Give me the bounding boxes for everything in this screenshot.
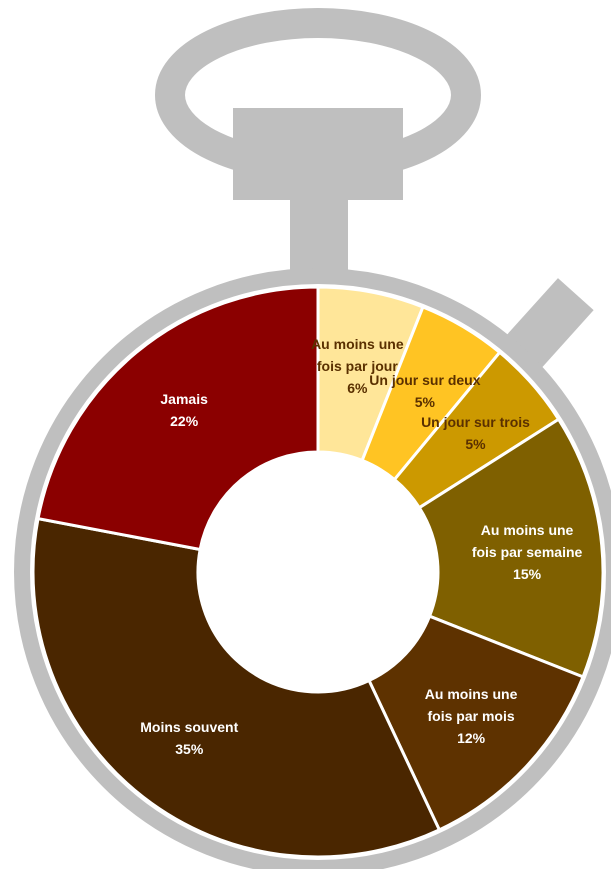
value-label: 12%	[415, 727, 527, 749]
category-label: Un jour sur deux	[369, 369, 481, 391]
value-label: 5%	[420, 433, 532, 455]
page: Au moins une fois par jour6%Un jour sur …	[0, 0, 611, 869]
category-label: Moins souvent	[133, 716, 245, 738]
value-label: 5%	[369, 391, 481, 413]
value-label: 22%	[128, 410, 240, 432]
category-label: Jamais	[128, 388, 240, 410]
category-label: Un jour sur trois	[420, 411, 532, 433]
value-label: 35%	[133, 738, 245, 760]
category-label: Au moins une fois par mois	[415, 683, 527, 727]
value-label: 15%	[471, 563, 583, 585]
category-label: Au moins une fois par semaine	[471, 519, 583, 563]
